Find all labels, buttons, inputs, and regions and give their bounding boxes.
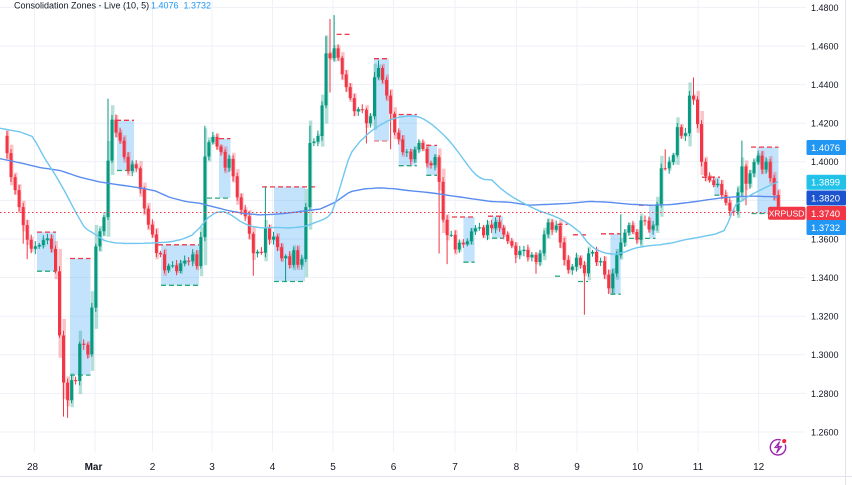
- svg-text:7: 7: [452, 462, 458, 473]
- svg-text:1.2800: 1.2800: [811, 389, 839, 399]
- svg-text:5: 5: [330, 462, 336, 473]
- svg-text:28: 28: [27, 462, 39, 473]
- svg-text:1.4000: 1.4000: [811, 157, 839, 167]
- svg-text:8: 8: [514, 462, 520, 473]
- svg-text:Mar: Mar: [85, 462, 103, 473]
- svg-text:1.4076 1.3732: 1.4076 1.3732: [151, 1, 211, 11]
- svg-text:1.4076: 1.4076: [811, 143, 840, 154]
- svg-text:1.3600: 1.3600: [811, 234, 839, 244]
- svg-text:1.3820: 1.3820: [811, 193, 840, 204]
- svg-text:1.3740: 1.3740: [811, 209, 840, 220]
- svg-text:1.3200: 1.3200: [811, 312, 839, 322]
- svg-text:1.3400: 1.3400: [811, 273, 839, 283]
- svg-text:1.4200: 1.4200: [811, 119, 839, 129]
- svg-text:1.3732: 1.3732: [811, 223, 840, 234]
- svg-text:9: 9: [574, 462, 580, 473]
- svg-text:Consolidation Zones - Live (10: Consolidation Zones - Live (10, 5): [14, 1, 149, 11]
- svg-text:12: 12: [753, 462, 765, 473]
- svg-text:XRPUSD: XRPUSD: [769, 209, 805, 219]
- svg-text:1.3899: 1.3899: [811, 178, 840, 189]
- svg-text:4: 4: [270, 462, 276, 473]
- svg-text:6: 6: [391, 462, 397, 473]
- svg-text:1.4800: 1.4800: [811, 3, 839, 13]
- svg-text:10: 10: [632, 462, 644, 473]
- svg-text:2: 2: [150, 462, 156, 473]
- svg-text:11: 11: [693, 462, 704, 473]
- svg-text:1.2600: 1.2600: [811, 427, 839, 437]
- svg-text:1.4600: 1.4600: [811, 41, 839, 51]
- svg-text:1.3000: 1.3000: [811, 350, 839, 360]
- svg-text:3: 3: [209, 462, 215, 473]
- svg-text:1.4400: 1.4400: [811, 80, 839, 90]
